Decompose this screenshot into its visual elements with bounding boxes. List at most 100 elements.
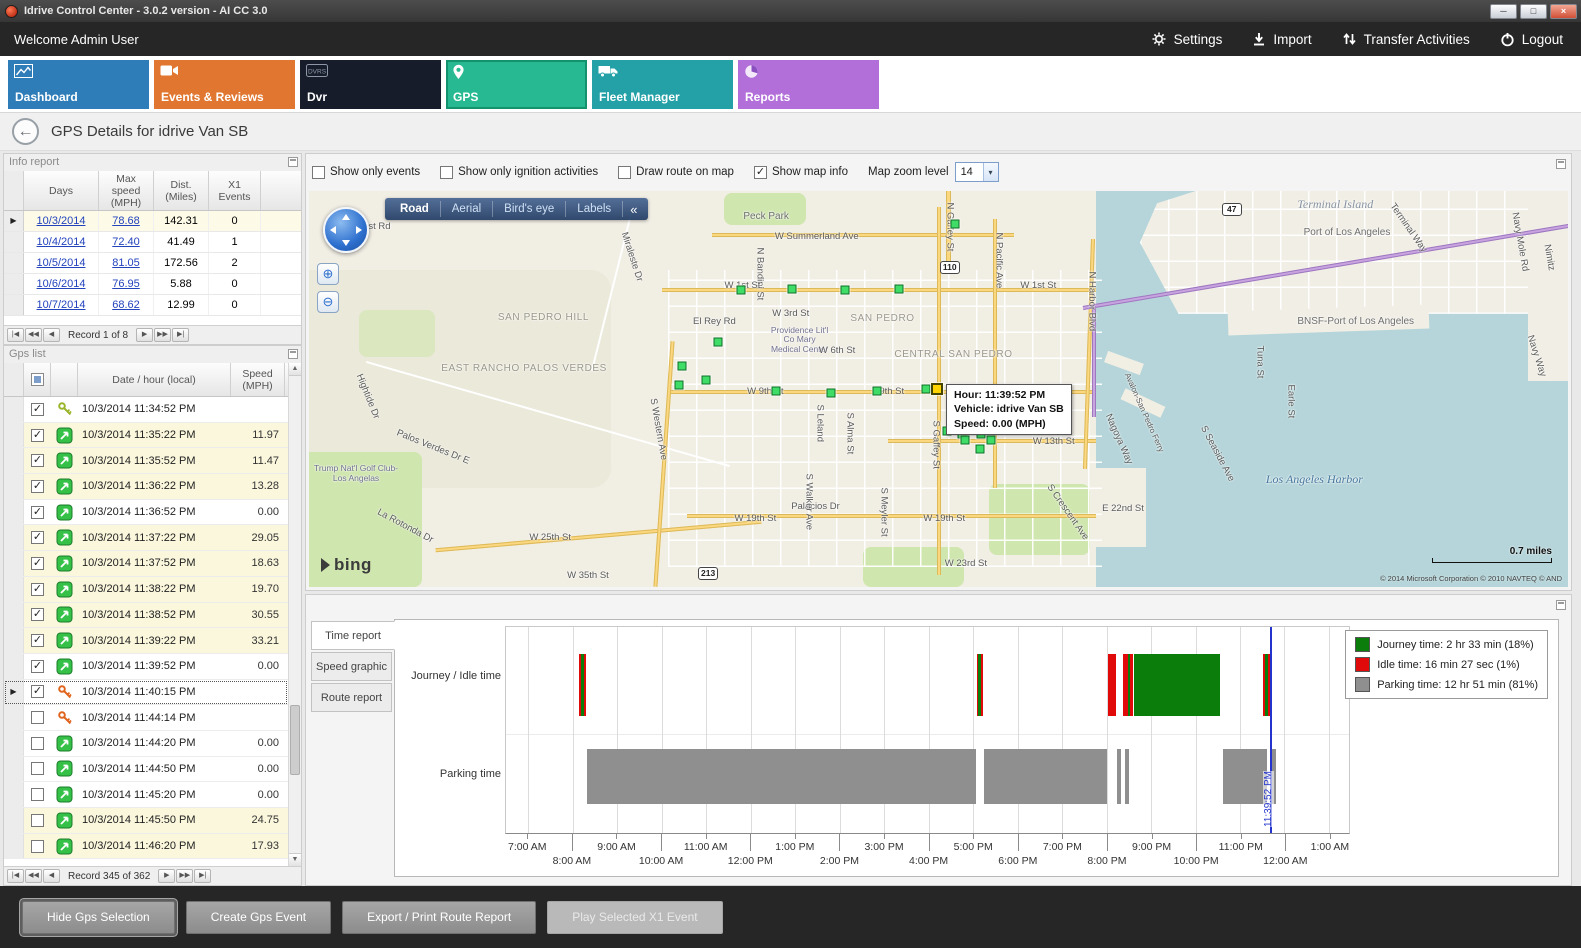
gps-list-row[interactable]: ✓ 10/3/2014 11:37:22 PM 29.05 xyxy=(4,525,288,552)
gps-marker[interactable] xyxy=(960,435,970,445)
gps-marker[interactable] xyxy=(975,444,985,454)
panel-expand-icon[interactable] xyxy=(288,157,298,167)
nav-first-button[interactable]: |◀ xyxy=(7,328,24,342)
gps-list-row[interactable]: 10/3/2014 11:44:20 PM 0.00 xyxy=(4,730,288,757)
gps-marker[interactable] xyxy=(771,386,781,396)
map-option-show-only-events[interactable]: Show only events xyxy=(312,165,420,179)
zoom-in-icon[interactable]: ⊕ xyxy=(317,263,339,285)
row-checkbox[interactable]: ✓ xyxy=(24,474,51,499)
column-header-icon[interactable] xyxy=(51,363,78,396)
topbar-action-settings[interactable]: Settings xyxy=(1151,31,1222,47)
gps-marker[interactable] xyxy=(826,388,836,398)
nav-prev-button[interactable]: ◀ xyxy=(43,328,60,342)
map-option-show-map-info[interactable]: ✓ Show map info xyxy=(753,165,848,179)
gps-marker[interactable] xyxy=(736,285,746,295)
info-report-row[interactable]: 10/4/2014 72.40 41.49 1 xyxy=(4,232,301,253)
day-link[interactable]: 10/4/2014 xyxy=(24,232,99,252)
nav-prev-page-button[interactable]: ◀◀ xyxy=(25,328,42,342)
tab-events-reviews[interactable]: Events & Reviews xyxy=(154,60,295,109)
selected-gps-marker[interactable] xyxy=(931,383,944,396)
gps-list-row[interactable]: ✓ 10/3/2014 11:35:52 PM 11.47 xyxy=(4,448,288,475)
nav-next-page-button[interactable]: ▶▶ xyxy=(154,328,172,342)
zoom-out-icon[interactable]: ⊖ xyxy=(317,291,339,313)
topbar-action-logout[interactable]: Logout xyxy=(1500,32,1563,47)
topbar-action-import[interactable]: Import xyxy=(1252,32,1312,47)
gps-list-row[interactable]: 10/3/2014 11:45:20 PM 0.00 xyxy=(4,782,288,808)
gps-list-row[interactable]: ✓ 10/3/2014 11:34:52 PM xyxy=(4,397,288,423)
gps-list-row[interactable]: ✓ 10/3/2014 11:39:22 PM 33.21 xyxy=(4,628,288,654)
scrollbar-thumb[interactable] xyxy=(290,705,300,776)
gps-list-row[interactable]: ✓ 10/3/2014 11:36:22 PM 13.28 xyxy=(4,474,288,500)
day-link[interactable]: 10/7/2014 xyxy=(24,295,99,315)
info-report-row[interactable]: 10/7/2014 68.62 12.99 0 xyxy=(4,295,301,316)
gps-marker[interactable] xyxy=(674,380,684,390)
day-link[interactable]: 10/3/2014 xyxy=(24,211,99,231)
create-gps-event-button[interactable]: Create Gps Event xyxy=(185,900,332,934)
gps-marker[interactable] xyxy=(921,384,931,394)
nav-next-page-button[interactable]: ▶▶ xyxy=(176,869,194,883)
nav-next-button[interactable]: ▶ xyxy=(158,869,176,883)
gps-list-row[interactable]: 10/3/2014 11:46:20 PM 17.93 xyxy=(4,833,288,860)
row-checkbox[interactable] xyxy=(24,808,51,833)
tab-fleet-manager[interactable]: Fleet Manager xyxy=(592,60,733,109)
map-view-tab-aerial[interactable]: Aerial xyxy=(441,201,494,217)
select-all-checkbox[interactable] xyxy=(24,363,51,396)
gps-list-row[interactable]: ✓ 10/3/2014 11:38:52 PM 30.55 xyxy=(4,602,288,629)
nav-last-button[interactable]: ▶| xyxy=(172,328,190,342)
minimize-button[interactable]: ─ xyxy=(1490,3,1517,19)
map-option-draw-route-on-map[interactable]: Draw route on map xyxy=(618,165,734,179)
maximize-button[interactable]: □ xyxy=(1520,3,1547,19)
max-speed-link[interactable]: 81.05 xyxy=(99,253,154,273)
max-speed-link[interactable]: 68.62 xyxy=(99,295,154,315)
row-checkbox[interactable] xyxy=(24,782,51,807)
gps-list-row[interactable]: ✓ 10/3/2014 11:39:52 PM 0.00 xyxy=(4,653,288,680)
export-print-route-report-button[interactable]: Export / Print Route Report xyxy=(342,900,537,934)
gps-marker[interactable] xyxy=(677,361,687,371)
gps-list-row[interactable]: 10/3/2014 11:44:14 PM xyxy=(4,705,288,731)
gps-marker[interactable] xyxy=(701,375,711,385)
row-checkbox[interactable]: ✓ xyxy=(24,551,51,576)
gps-marker[interactable] xyxy=(986,435,996,445)
map-compass-control[interactable] xyxy=(323,207,369,253)
row-checkbox[interactable]: ✓ xyxy=(24,448,51,473)
map-view-tab-road[interactable]: Road xyxy=(389,201,441,217)
panel-expand-icon[interactable] xyxy=(1556,159,1566,169)
tab-reports[interactable]: Reports xyxy=(738,60,879,109)
gps-list-row[interactable]: ✓ 10/3/2014 11:35:22 PM 11.97 xyxy=(4,422,288,449)
row-checkbox[interactable]: ✓ xyxy=(24,423,51,448)
nav-first-button[interactable]: |◀ xyxy=(7,869,24,883)
row-checkbox[interactable]: ✓ xyxy=(24,654,51,679)
nav-next-button[interactable]: ▶ xyxy=(136,328,154,342)
row-checkbox[interactable]: ✓ xyxy=(24,603,51,628)
row-checkbox[interactable] xyxy=(24,705,51,730)
map-zoom-select[interactable]: 14 ▾ xyxy=(954,162,999,182)
map[interactable]: Crest Rd Peck Park W Summerland Ave Mirales… xyxy=(309,191,1568,587)
gps-list-row[interactable]: ✓ 10/3/2014 11:37:52 PM 18.63 xyxy=(4,551,288,577)
gps-marker[interactable] xyxy=(713,337,723,347)
panel-expand-icon[interactable] xyxy=(1556,600,1566,610)
gps-list-row[interactable]: 10/3/2014 11:45:50 PM 24.75 xyxy=(4,808,288,834)
panel-expand-icon[interactable] xyxy=(288,349,298,359)
nav-last-button[interactable]: ▶| xyxy=(194,869,212,883)
row-checkbox[interactable]: ✓ xyxy=(24,397,51,422)
max-speed-link[interactable]: 76.95 xyxy=(99,274,154,294)
column-header-max-speed[interactable]: Max speed (MPH) xyxy=(99,171,154,210)
column-header-x1-events[interactable]: X1 Events xyxy=(209,171,261,210)
tab-speed-graphic[interactable]: Speed graphic xyxy=(311,652,392,681)
map-view-tab-labels[interactable]: Labels xyxy=(566,201,624,217)
topbar-action-transfer-activities[interactable]: Transfer Activities xyxy=(1342,32,1470,47)
tab-gps[interactable]: GPS xyxy=(446,60,587,109)
max-speed-link[interactable]: 72.40 xyxy=(99,232,154,252)
collapse-icon[interactable]: « xyxy=(630,201,638,217)
info-report-row[interactable]: 10/6/2014 76.95 5.88 0 xyxy=(4,274,301,295)
nav-prev-button[interactable]: ◀ xyxy=(43,869,60,883)
gps-list-row[interactable]: ✓ 10/3/2014 11:36:52 PM 0.00 xyxy=(4,499,288,526)
row-checkbox[interactable]: ✓ xyxy=(24,577,51,602)
day-link[interactable]: 10/6/2014 xyxy=(24,274,99,294)
map-view-tab-bird-s-eye[interactable]: Bird's eye xyxy=(493,201,567,217)
row-checkbox[interactable]: ✓ xyxy=(24,500,51,525)
gps-marker[interactable] xyxy=(787,284,797,294)
scroll-up-icon[interactable]: ▲ xyxy=(289,363,301,376)
gps-list-row[interactable]: ✓ 10/3/2014 11:38:22 PM 19.70 xyxy=(4,576,288,603)
nav-prev-page-button[interactable]: ◀◀ xyxy=(25,869,42,883)
